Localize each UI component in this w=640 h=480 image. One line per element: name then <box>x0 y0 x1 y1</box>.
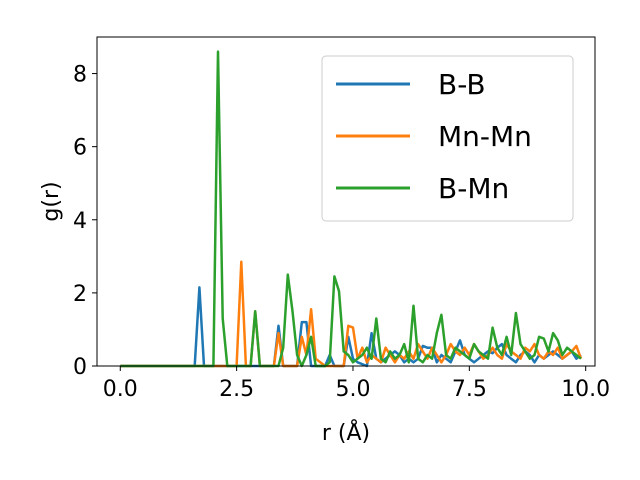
x-axis-label: r (Å) <box>322 419 370 446</box>
y-axis-label: g(r) <box>39 181 64 221</box>
plot-frame <box>96 36 596 367</box>
legend-label-b-b: B-B <box>438 68 486 101</box>
x-axis: 0.0 2.5 5.0 7.5 10.0 <box>103 366 610 402</box>
series-line-b-mn <box>120 50 582 368</box>
y-axis: 0 2 4 6 8 <box>73 63 97 380</box>
y-tick-label: 4 <box>73 209 87 234</box>
legend: B-B Mn-Mn B-Mn <box>321 55 574 222</box>
legend-box <box>321 55 574 222</box>
x-tick-label: 0.0 <box>103 377 138 402</box>
series-line-mn-mn <box>120 260 583 368</box>
x-tick-label: 5.0 <box>335 377 370 402</box>
y-tick-label: 8 <box>73 63 87 88</box>
y-tick-label: 0 <box>73 355 87 380</box>
legend-label-mn-mn: Mn-Mn <box>438 120 532 153</box>
x-tick-label: 10.0 <box>561 377 610 402</box>
x-tick-label: 7.5 <box>452 377 487 402</box>
y-tick-label: 6 <box>73 136 87 161</box>
legend-label-b-mn: B-Mn <box>438 172 509 205</box>
x-tick-label: 2.5 <box>219 377 254 402</box>
y-tick-label: 2 <box>73 282 87 307</box>
